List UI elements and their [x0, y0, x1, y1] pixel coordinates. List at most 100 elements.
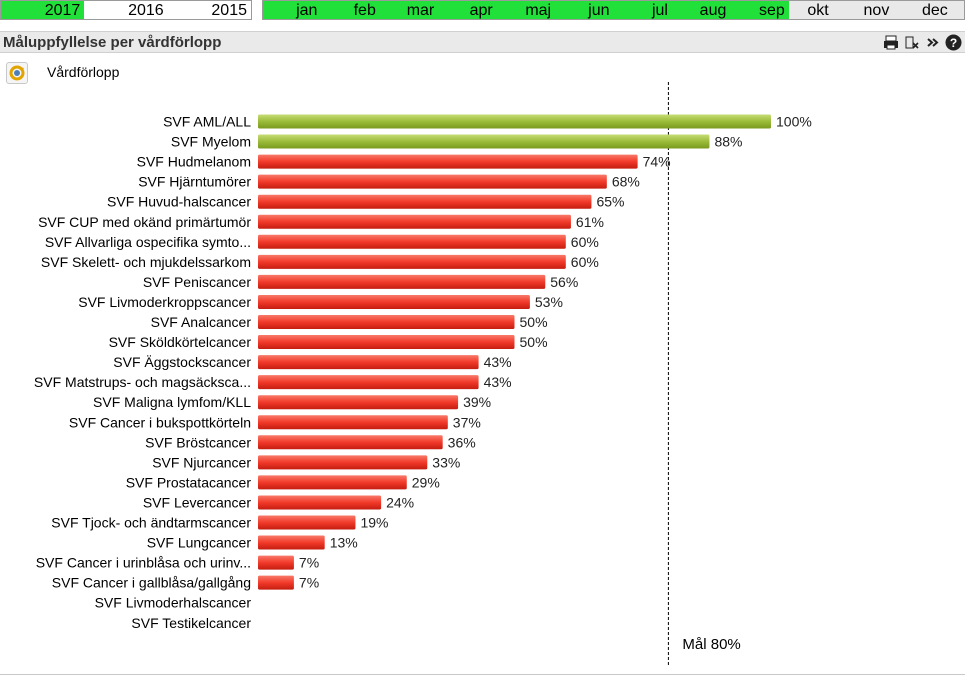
category-label[interactable]: SVF Cancer i urinblåsa och urinv... — [36, 555, 251, 571]
bar[interactable] — [258, 114, 771, 129]
bar[interactable] — [258, 575, 294, 590]
data-label: 33% — [432, 454, 460, 470]
category-label[interactable]: SVF Lungcancer — [147, 535, 252, 551]
category-label[interactable]: SVF Hudmelanom — [137, 154, 251, 170]
more-icon[interactable] — [924, 34, 941, 51]
bar[interactable] — [258, 214, 571, 229]
bar-chart: Mål 80% SVF AML/ALL 100% SVF Myelom 88% SVF H… — [34, 82, 812, 666]
chart-title: Måluppfyllelse per vårdförlopp — [3, 34, 222, 51]
data-label: 53% — [535, 294, 563, 310]
chart-caption-bar: Måluppfyllelse per vårdförlopp ? — [0, 31, 965, 53]
bar[interactable] — [258, 455, 428, 470]
data-label: 74% — [643, 154, 671, 170]
category-label[interactable]: SVF CUP med okänd primärtumör — [38, 214, 251, 230]
bar[interactable] — [258, 435, 443, 450]
data-label: 100% — [776, 114, 812, 130]
bar[interactable] — [258, 154, 638, 169]
printer-icon[interactable] — [882, 34, 899, 51]
data-label: 60% — [571, 234, 599, 250]
year-filter-item-2015[interactable]: 2015 — [167, 1, 251, 19]
data-label: 43% — [484, 354, 512, 370]
category-label[interactable]: SVF Prostatacancer — [126, 474, 252, 490]
category-label[interactable]: SVF Levercancer — [143, 494, 251, 510]
data-label: 61% — [576, 214, 604, 230]
bar[interactable] — [258, 415, 448, 430]
category-label[interactable]: SVF Hjärntumörer — [138, 174, 251, 190]
data-label: 24% — [386, 494, 414, 510]
category-label[interactable]: SVF Skelett- och mjukdelssarkom — [41, 254, 251, 270]
bar[interactable] — [258, 254, 566, 269]
data-label: 19% — [360, 515, 388, 531]
category-label[interactable]: SVF Tjock- och ändtarmscancer — [51, 515, 251, 531]
bar[interactable] — [258, 194, 592, 209]
category-label[interactable]: SVF Äggstockscancer — [113, 354, 251, 370]
bar[interactable] — [258, 555, 294, 570]
bar[interactable] — [258, 335, 515, 350]
category-label[interactable]: SVF AML/ALL — [163, 114, 251, 130]
bar[interactable] — [258, 395, 459, 410]
bar[interactable] — [258, 495, 382, 510]
dimension-label: Vårdförlopp — [47, 64, 120, 80]
category-label[interactable]: SVF Matstrups- och magsäcksca... — [34, 374, 251, 390]
month-filter: jan feb mar apr maj jun jul aug sep okt nov dec — [262, 0, 965, 20]
month-filter-item-nov[interactable]: nov — [847, 1, 906, 19]
bar[interactable] — [258, 134, 710, 149]
month-filter-item-okt[interactable]: okt — [788, 1, 848, 19]
cycle-dimension-button[interactable] — [6, 62, 28, 84]
data-label: 7% — [299, 575, 319, 591]
bar[interactable] — [258, 274, 546, 289]
category-label[interactable]: SVF Cancer i gallblåsa/gallgång — [52, 575, 251, 591]
data-label: 37% — [453, 414, 481, 430]
category-label[interactable]: SVF Njurcancer — [152, 454, 251, 470]
category-label[interactable]: SVF Myelom — [171, 134, 251, 150]
month-filter-item-aug[interactable]: aug — [671, 1, 731, 19]
year-filter-item-2016[interactable]: 2016 — [84, 1, 168, 19]
data-label: 36% — [448, 434, 476, 450]
month-filter-item-maj[interactable]: maj — [496, 1, 556, 19]
bar[interactable] — [258, 174, 607, 189]
category-label[interactable]: SVF Maligna lymfom/KLL — [93, 394, 251, 410]
category-label[interactable]: SVF Testikelcancer — [131, 615, 251, 631]
month-filter-item-dec[interactable]: dec — [905, 1, 965, 19]
month-filter-item-jan[interactable]: jan — [263, 1, 322, 19]
bar[interactable] — [258, 234, 566, 249]
month-filter-item-apr[interactable]: apr — [438, 1, 497, 19]
year-filter-item-2017[interactable]: 2017 — [1, 1, 85, 19]
category-label[interactable]: SVF Sköldkörtelcancer — [109, 334, 252, 350]
bar[interactable] — [258, 315, 515, 329]
clear-icon[interactable] — [903, 34, 920, 51]
bar[interactable] — [258, 375, 479, 390]
month-filter-item-feb[interactable]: feb — [321, 1, 380, 19]
category-label[interactable]: SVF Livmoderkroppscancer — [78, 294, 251, 310]
category-label[interactable]: SVF Huvud-halscancer — [107, 194, 251, 210]
data-label: 39% — [463, 394, 491, 410]
target-line-label: Mål 80% — [682, 636, 740, 653]
month-filter-item-mar[interactable]: mar — [379, 1, 439, 19]
filter-bar: 2017 2016 2015 jan feb mar apr maj jun jul aug sep… — [0, 0, 965, 22]
help-icon[interactable]: ? — [945, 34, 962, 51]
data-label: 88% — [714, 134, 742, 150]
bar[interactable] — [258, 294, 530, 309]
category-label[interactable]: SVF Bröstcancer — [145, 434, 251, 450]
data-label: 56% — [550, 274, 578, 290]
data-label: 68% — [612, 174, 640, 190]
month-filter-item-jul[interactable]: jul — [613, 1, 672, 19]
bar[interactable] — [258, 355, 479, 370]
category-label[interactable]: SVF Analcancer — [151, 314, 252, 330]
category-label[interactable]: SVF Allvarliga ospecifika symto... — [45, 234, 251, 250]
data-label: 50% — [520, 314, 548, 330]
data-label: 29% — [412, 474, 440, 490]
bar[interactable] — [258, 475, 407, 490]
month-filter-item-jun[interactable]: jun — [555, 1, 614, 19]
bar[interactable] — [258, 535, 325, 550]
bar[interactable] — [258, 515, 356, 530]
svg-text:?: ? — [950, 36, 957, 50]
data-label: 13% — [330, 535, 358, 551]
category-label[interactable]: SVF Peniscancer — [143, 274, 251, 290]
data-label: 60% — [571, 254, 599, 270]
category-label[interactable]: SVF Cancer i bukspottkörteln — [69, 414, 251, 430]
data-label: 43% — [484, 374, 512, 390]
month-filter-item-sep[interactable]: sep — [730, 1, 789, 19]
data-label: 50% — [520, 334, 548, 350]
category-label[interactable]: SVF Livmoderhalscancer — [95, 595, 252, 611]
